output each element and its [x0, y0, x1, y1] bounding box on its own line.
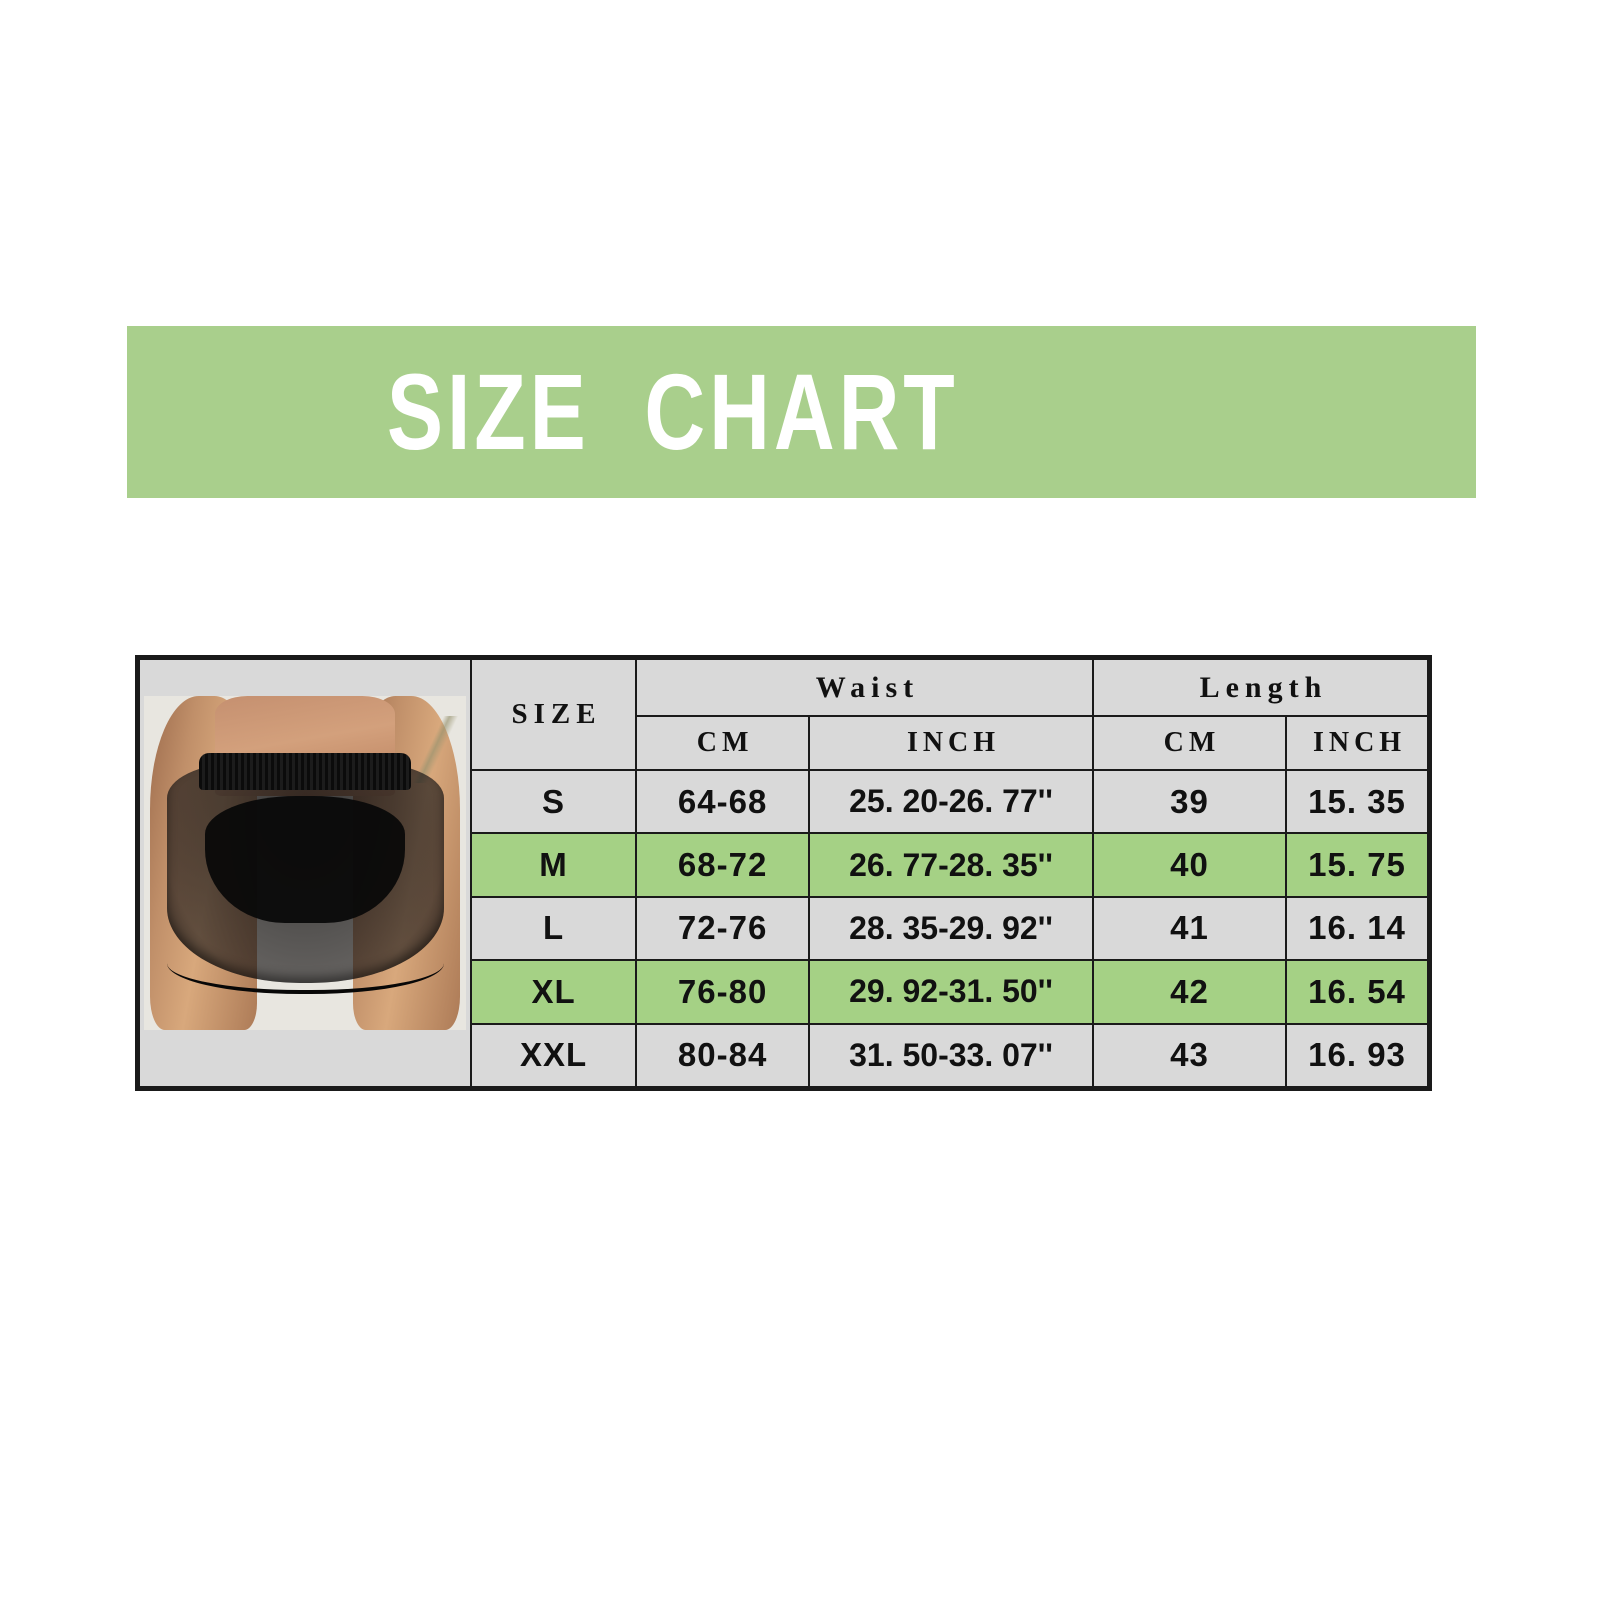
cell-length-inch: 16. 93: [1285, 1022, 1429, 1089]
cell-waist-cm: 76-80: [635, 959, 811, 1025]
cell-length-cm: 41: [1091, 895, 1288, 962]
header-length-inch: INCH: [1285, 715, 1429, 771]
size-table: SIZE Waist Length CM INCH CM INCH S 64-6…: [137, 657, 1430, 1089]
cell-waist-inch: 28. 35-29. 92'': [808, 895, 1094, 962]
header-length-cm: CM: [1091, 715, 1288, 771]
shorts-inner-brief: [205, 796, 405, 924]
size-chart-banner: SIZE CHART: [127, 326, 1476, 498]
cell-length-cm: 40: [1091, 832, 1288, 898]
cell-size: S: [470, 768, 638, 835]
table-row: L 72-76 28. 35-29. 92'' 41 16. 14: [139, 895, 1429, 962]
page-title: SIZE CHART: [386, 351, 959, 472]
table-header-row-units: CM INCH CM INCH: [139, 715, 1429, 771]
cell-length-inch: 16. 14: [1285, 895, 1429, 962]
table-row: XXL 80-84 31. 50-33. 07'' 43 16. 93: [139, 1022, 1429, 1089]
cell-waist-inch: 26. 77-28. 35'': [808, 832, 1094, 898]
cell-size: L: [470, 895, 638, 962]
table-row: M 68-72 26. 77-28. 35'' 40 15. 75: [139, 832, 1429, 898]
header-length: Length: [1091, 657, 1430, 718]
cell-waist-cm: 72-76: [635, 895, 811, 962]
table-row: XL 76-80 29. 92-31. 50'' 42 16. 54: [139, 959, 1429, 1025]
shorts-hem: [166, 963, 444, 994]
cell-size: M: [470, 832, 638, 898]
header-waist: Waist: [635, 657, 1094, 718]
cell-waist-cm: 64-68: [635, 768, 811, 835]
product-photo-image: [144, 696, 467, 1030]
header-size: SIZE: [470, 658, 638, 771]
cell-waist-cm: 80-84: [635, 1022, 811, 1089]
cell-length-cm: 42: [1091, 959, 1288, 1025]
size-table-container: SIZE Waist Length CM INCH CM INCH S 64-6…: [135, 655, 1432, 1091]
cell-length-inch: 16. 54: [1285, 959, 1429, 1025]
cell-length-cm: 43: [1091, 1022, 1288, 1089]
cell-waist-inch: 29. 92-31. 50'': [808, 959, 1094, 1025]
cell-waist-cm: 68-72: [635, 832, 811, 898]
cell-waist-inch: 31. 50-33. 07'': [808, 1022, 1094, 1089]
cell-length-cm: 39: [1091, 768, 1288, 835]
product-image-cell: [137, 658, 473, 1088]
shorts-elastic-waistband: [198, 752, 412, 790]
cell-size: XXL: [470, 1022, 638, 1089]
cell-length-inch: 15. 75: [1285, 832, 1429, 898]
cell-size: XL: [470, 959, 638, 1025]
cell-waist-inch: 25. 20-26. 77'': [808, 768, 1094, 835]
table-header-row-groups: SIZE Waist Length: [137, 657, 1430, 1088]
cell-length-inch: 15. 35: [1285, 768, 1429, 835]
header-waist-inch: INCH: [808, 715, 1094, 771]
table-row: S 64-68 25. 20-26. 77'' 39 15. 35: [139, 768, 1429, 835]
product-photo: [141, 661, 470, 1085]
header-waist-cm: CM: [635, 715, 811, 771]
